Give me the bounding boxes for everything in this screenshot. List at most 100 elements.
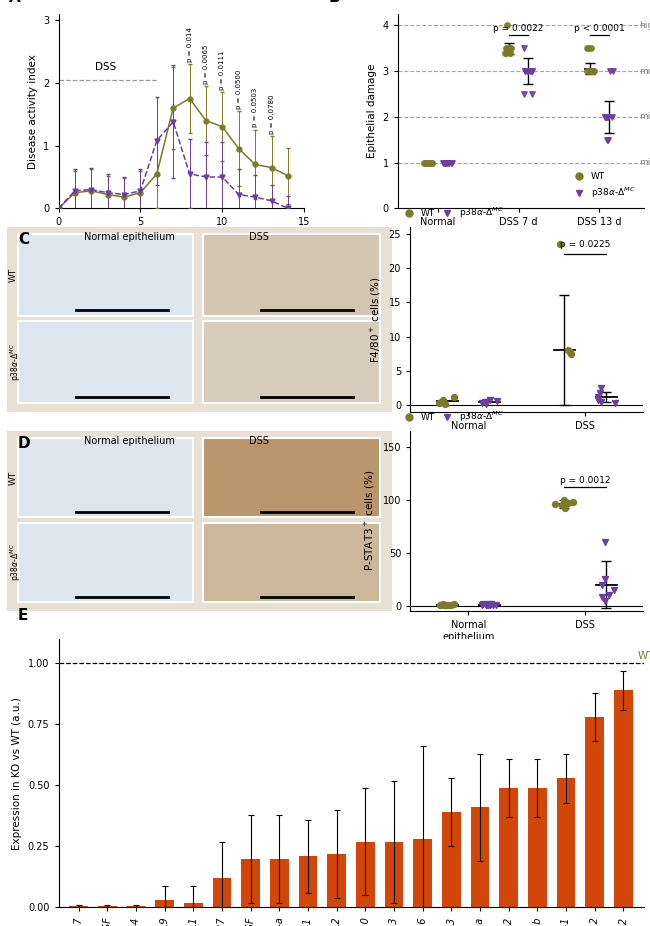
Y-axis label: F4/80$^+$ cells (%): F4/80$^+$ cells (%): [369, 276, 383, 363]
Point: [441, 598, 451, 613]
Text: p = 0.0012: p = 0.0012: [560, 476, 610, 484]
Text: moderate: moderate: [640, 67, 650, 76]
Text: WT: WT: [8, 268, 18, 282]
Bar: [270, 858, 289, 907]
Bar: [413, 839, 432, 907]
Point: [480, 395, 491, 410]
Point: [503, 41, 514, 56]
Point: [420, 156, 430, 170]
Point: [560, 501, 571, 516]
Point: [444, 597, 454, 612]
Point: [439, 156, 450, 170]
Point: [519, 64, 530, 79]
Legend: WT, p38$\alpha$-$\Delta$$^{MC}$: WT, p38$\alpha$-$\Delta$$^{MC}$: [58, 0, 182, 6]
Point: [588, 64, 599, 79]
Point: [484, 597, 494, 612]
Point: [504, 45, 515, 60]
Text: mild: mild: [640, 112, 650, 121]
Legend: WT, p38$\alpha$-$\Delta$$^{MC}$: WT, p38$\alpha$-$\Delta$$^{MC}$: [396, 202, 507, 223]
Point: [438, 393, 448, 407]
Point: [599, 534, 610, 549]
Text: E: E: [18, 608, 28, 623]
Text: DSS: DSS: [249, 232, 269, 243]
Point: [502, 18, 512, 32]
Text: WT: WT: [8, 470, 18, 484]
Point: [477, 598, 488, 613]
Point: [502, 41, 513, 56]
Bar: [213, 878, 231, 907]
Point: [449, 596, 460, 611]
Point: [608, 582, 619, 597]
Point: [441, 597, 452, 612]
Point: [486, 597, 496, 612]
Point: [527, 64, 538, 79]
Point: [557, 497, 567, 512]
Point: [519, 41, 530, 56]
Point: [523, 64, 533, 79]
Point: [600, 572, 610, 587]
Point: [424, 156, 434, 170]
Point: [491, 597, 501, 612]
Point: [438, 597, 448, 612]
Point: [485, 597, 495, 612]
Point: [506, 41, 517, 56]
Point: [582, 64, 592, 79]
Text: p < 0.0001: p < 0.0001: [574, 24, 625, 32]
Point: [500, 45, 510, 60]
Point: [523, 64, 534, 79]
Point: [492, 394, 502, 408]
Text: A: A: [9, 0, 21, 6]
Point: [442, 156, 452, 170]
Point: [588, 64, 599, 79]
Point: [426, 156, 437, 170]
Point: [519, 86, 529, 101]
Point: [521, 64, 532, 79]
Point: [604, 64, 615, 79]
Point: [441, 156, 451, 170]
Point: [554, 237, 565, 252]
Point: [441, 156, 451, 170]
Point: [593, 390, 603, 405]
Point: [477, 395, 488, 410]
Text: p = 0.0780: p = 0.0780: [268, 94, 274, 133]
Point: [607, 64, 618, 79]
Point: [599, 109, 610, 124]
Text: DSS: DSS: [94, 62, 116, 72]
Point: [500, 45, 511, 60]
Text: p = 0.0022: p = 0.0022: [493, 24, 544, 32]
Point: [445, 156, 456, 170]
Point: [501, 41, 512, 56]
Text: p = 0.0503: p = 0.0503: [252, 88, 258, 128]
Point: [480, 396, 491, 411]
Bar: [155, 900, 174, 907]
Point: [440, 156, 450, 170]
Point: [592, 393, 603, 407]
Text: DSS: DSS: [249, 436, 269, 446]
Point: [478, 596, 488, 611]
Bar: [586, 717, 604, 907]
Point: [420, 156, 430, 170]
Text: Normal epithelium: Normal epithelium: [83, 232, 174, 243]
Point: [480, 394, 490, 409]
Point: [595, 381, 606, 395]
Point: [551, 496, 561, 511]
Point: [527, 64, 538, 79]
Point: [588, 64, 598, 79]
Point: [443, 156, 453, 170]
Point: [602, 132, 612, 147]
Text: B: B: [329, 0, 341, 6]
Point: [586, 41, 596, 56]
Point: [563, 343, 573, 357]
Point: [425, 156, 436, 170]
Text: p = 0.0065: p = 0.0065: [203, 44, 209, 83]
Point: [481, 597, 491, 612]
Bar: [356, 842, 374, 907]
Y-axis label: P-STAT3$^+$ cells (%): P-STAT3$^+$ cells (%): [363, 470, 377, 571]
Bar: [328, 854, 346, 907]
Text: p = 0.0111: p = 0.0111: [219, 50, 226, 90]
Text: p = 0.0225: p = 0.0225: [560, 241, 610, 249]
Point: [526, 86, 537, 101]
Bar: [298, 857, 317, 907]
Point: [565, 344, 575, 359]
Text: WT: WT: [638, 651, 650, 661]
